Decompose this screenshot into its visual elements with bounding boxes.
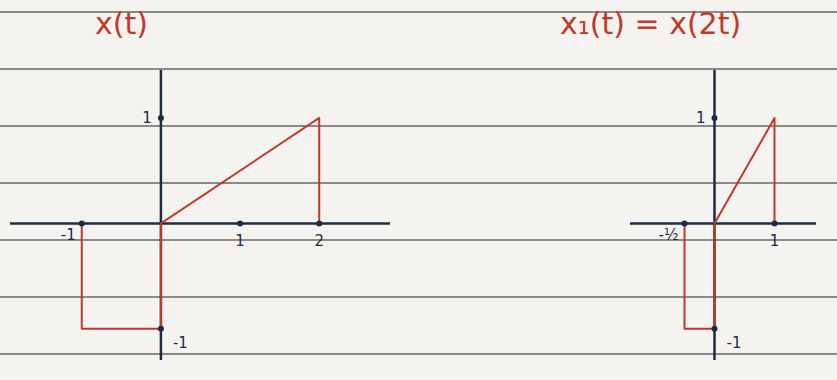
svg-text:1: 1 — [696, 109, 706, 127]
html-text:x(t): x(t) — [95, 6, 148, 41]
svg-text:-1: -1 — [173, 334, 188, 352]
svg-text:1: 1 — [235, 232, 245, 250]
svg-text:-1: -1 — [61, 226, 76, 244]
html-text:x₁(t) = x(2t): x₁(t) = x(2t) — [560, 6, 742, 41]
svg-text:1: 1 — [770, 232, 780, 250]
svg-text:-½: -½ — [659, 226, 679, 244]
svg-text:-1: -1 — [727, 334, 742, 352]
svg-text:2: 2 — [314, 232, 324, 250]
svg-text:1: 1 — [142, 109, 152, 127]
